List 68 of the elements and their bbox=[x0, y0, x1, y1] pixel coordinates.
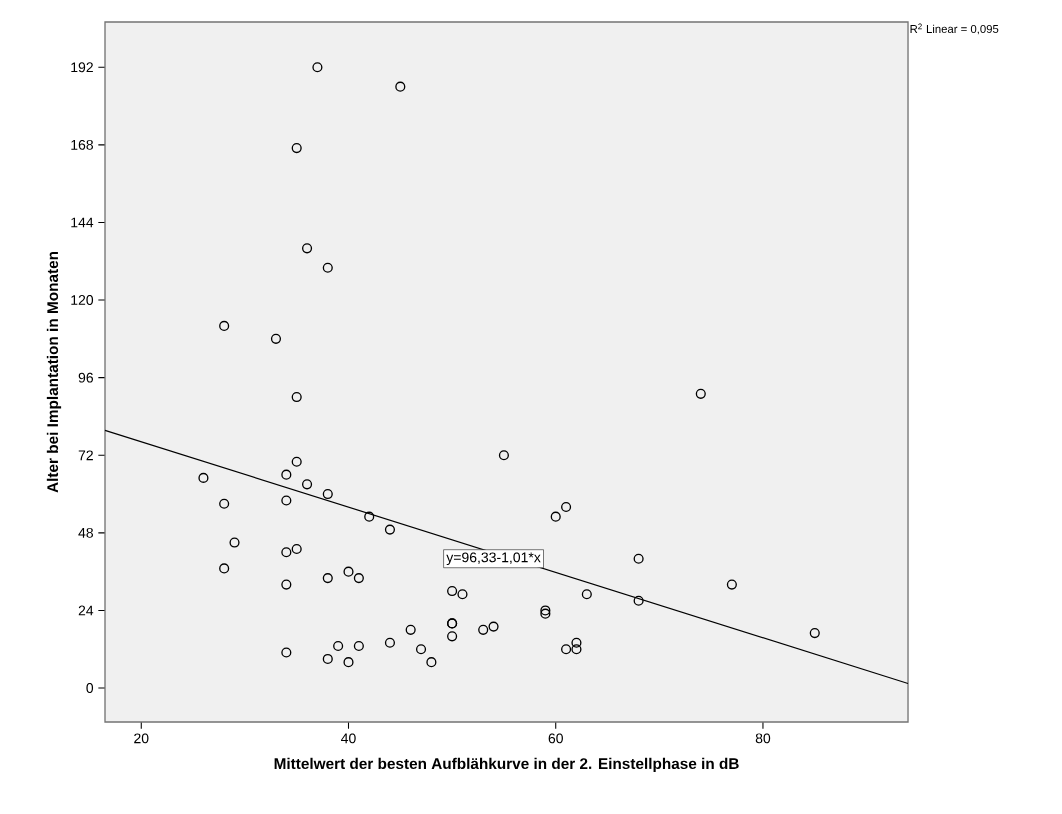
y-axis-title: Alter bei Implantation in Monaten bbox=[46, 251, 62, 493]
point bbox=[395, 81, 406, 92]
text: R$^{2}$ Linear = 0,095 bbox=[910, 23, 999, 35]
point bbox=[322, 262, 333, 273]
point bbox=[301, 479, 313, 490]
x-tick-label: 20 bbox=[134, 733, 149, 744]
point bbox=[219, 498, 230, 509]
point bbox=[312, 62, 323, 73]
x-tick-label: 60 bbox=[548, 733, 563, 744]
point bbox=[633, 553, 644, 564]
point bbox=[301, 243, 313, 254]
point bbox=[322, 488, 333, 500]
point bbox=[291, 391, 302, 403]
point bbox=[353, 573, 364, 584]
point bbox=[384, 637, 396, 648]
point bbox=[809, 628, 820, 639]
y-tick-label: 168 bbox=[71, 139, 94, 150]
point bbox=[571, 637, 582, 648]
point bbox=[561, 501, 572, 513]
point bbox=[405, 624, 416, 635]
y-tick-label: 24 bbox=[78, 605, 94, 616]
y-tick-label: 0 bbox=[86, 683, 94, 694]
point bbox=[571, 644, 582, 655]
point bbox=[447, 585, 458, 597]
point bbox=[364, 511, 375, 522]
point bbox=[229, 537, 240, 548]
y-tick-label: 48 bbox=[78, 527, 94, 538]
y-tick-label: 144 bbox=[71, 217, 94, 228]
point bbox=[219, 563, 230, 574]
point bbox=[478, 624, 489, 635]
point bbox=[415, 644, 427, 655]
x-tick-label: 80 bbox=[755, 733, 771, 744]
point bbox=[457, 589, 468, 600]
point bbox=[281, 547, 292, 558]
point bbox=[291, 456, 302, 467]
point bbox=[281, 495, 292, 506]
y-tick-label: 96 bbox=[78, 372, 94, 383]
point bbox=[281, 579, 292, 590]
point bbox=[198, 472, 209, 483]
point bbox=[322, 573, 333, 584]
point bbox=[581, 589, 592, 600]
annotation: y=96,33-1,01*x bbox=[446, 552, 541, 566]
y-tick-label: 192 bbox=[71, 62, 93, 73]
point bbox=[550, 511, 561, 522]
x-axis-title: Mittelwert der besten Aufblähkurve in der 2. Einstellphase in dB bbox=[274, 757, 739, 773]
point bbox=[281, 647, 292, 658]
point bbox=[281, 469, 292, 480]
point bbox=[561, 644, 572, 655]
point bbox=[384, 524, 396, 535]
point bbox=[695, 388, 706, 399]
point bbox=[219, 320, 230, 331]
point bbox=[333, 640, 344, 652]
point bbox=[322, 653, 333, 665]
point bbox=[488, 621, 499, 632]
point bbox=[726, 579, 737, 590]
point bbox=[291, 543, 302, 555]
point bbox=[633, 595, 644, 606]
x-tick-label: 40 bbox=[341, 733, 356, 744]
point bbox=[291, 143, 302, 154]
point bbox=[343, 657, 354, 668]
y-tick-label: 120 bbox=[71, 295, 94, 306]
point bbox=[447, 631, 458, 642]
point bbox=[353, 640, 364, 652]
point bbox=[498, 450, 509, 461]
y-tick-label: 72 bbox=[78, 450, 93, 461]
point bbox=[270, 333, 282, 344]
point bbox=[343, 566, 354, 577]
point bbox=[426, 657, 437, 668]
